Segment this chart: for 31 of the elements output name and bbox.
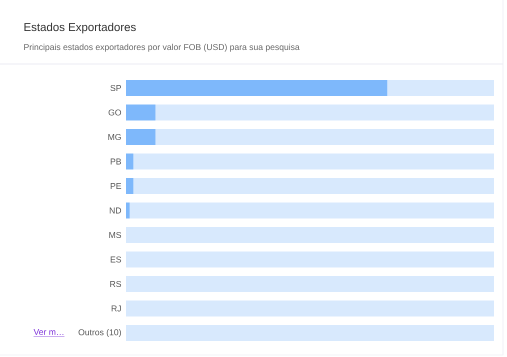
y-tick-label: RJ	[112, 306, 121, 312]
y-tick-label: PB	[110, 158, 122, 164]
bar	[130, 202, 494, 218]
y-tick-label: SP	[110, 84, 122, 92]
y-tick-label: GO	[108, 109, 122, 116]
bar	[126, 252, 494, 268]
bar	[155, 104, 494, 120]
bar	[387, 80, 494, 96]
bar	[133, 154, 494, 170]
bar	[126, 300, 494, 317]
bar	[126, 80, 388, 96]
bar	[126, 104, 156, 120]
y-tick-label: Outros (10)	[78, 329, 121, 337]
bar	[126, 202, 130, 218]
bar	[155, 129, 494, 145]
y-tick-label: MG	[108, 134, 121, 140]
bar	[126, 154, 134, 170]
y-tick-label: PE	[110, 183, 122, 189]
bar	[126, 227, 494, 243]
y-tick-label: ND	[110, 208, 122, 214]
chart-subtitle: Principais estados exportadores por valor FOB (USD) para sua pesquisa	[24, 44, 300, 52]
text: Ver m…	[34, 329, 64, 335]
y-tick-label: MS	[109, 232, 122, 238]
chart-title: Estados Exportadores	[24, 22, 136, 34]
bar	[126, 178, 134, 194]
bar	[126, 325, 494, 342]
bar	[126, 129, 156, 145]
y-tick-label: RS	[110, 280, 122, 288]
bar	[126, 276, 494, 292]
bar	[133, 178, 494, 194]
y-tick-label: ES	[110, 256, 122, 263]
